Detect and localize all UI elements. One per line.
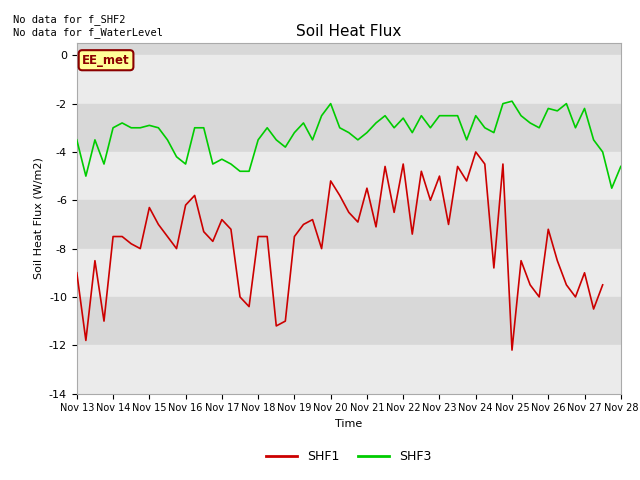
- SHF1: [209, 239, 216, 244]
- SHF3: [182, 161, 189, 167]
- SHF1: [154, 222, 162, 228]
- X-axis label: Time: Time: [335, 419, 362, 429]
- SHF1: [472, 149, 479, 155]
- SHF1: [599, 282, 607, 288]
- SHF3: [608, 185, 616, 191]
- Line: SHF1: SHF1: [77, 152, 603, 350]
- Bar: [77, 249, 621, 297]
- Legend: SHF1, SHF3: SHF1, SHF3: [261, 445, 437, 468]
- Line: SHF3: SHF3: [77, 101, 621, 188]
- Text: EE_met: EE_met: [82, 54, 130, 67]
- SHF3: [554, 108, 561, 114]
- SHF3: [264, 125, 271, 131]
- SHF1: [454, 164, 461, 169]
- Text: No data for f_SHF2
No data for f_WaterLevel: No data for f_SHF2 No data for f_WaterLe…: [13, 14, 163, 38]
- Bar: [77, 152, 621, 200]
- Bar: [77, 104, 621, 152]
- SHF3: [200, 125, 207, 131]
- SHF3: [617, 164, 625, 169]
- SHF3: [508, 98, 516, 104]
- Y-axis label: Soil Heat Flux (W/m2): Soil Heat Flux (W/m2): [33, 157, 44, 279]
- SHF3: [73, 137, 81, 143]
- SHF3: [399, 115, 407, 121]
- SHF1: [73, 270, 81, 276]
- Bar: [77, 200, 621, 249]
- Bar: [77, 345, 621, 394]
- SHF1: [508, 347, 516, 353]
- SHF1: [91, 258, 99, 264]
- SHF1: [127, 241, 135, 247]
- SHF3: [363, 130, 371, 135]
- Bar: [77, 297, 621, 345]
- SHF1: [345, 209, 353, 215]
- Title: Soil Heat Flux: Soil Heat Flux: [296, 24, 401, 39]
- Bar: [77, 55, 621, 104]
